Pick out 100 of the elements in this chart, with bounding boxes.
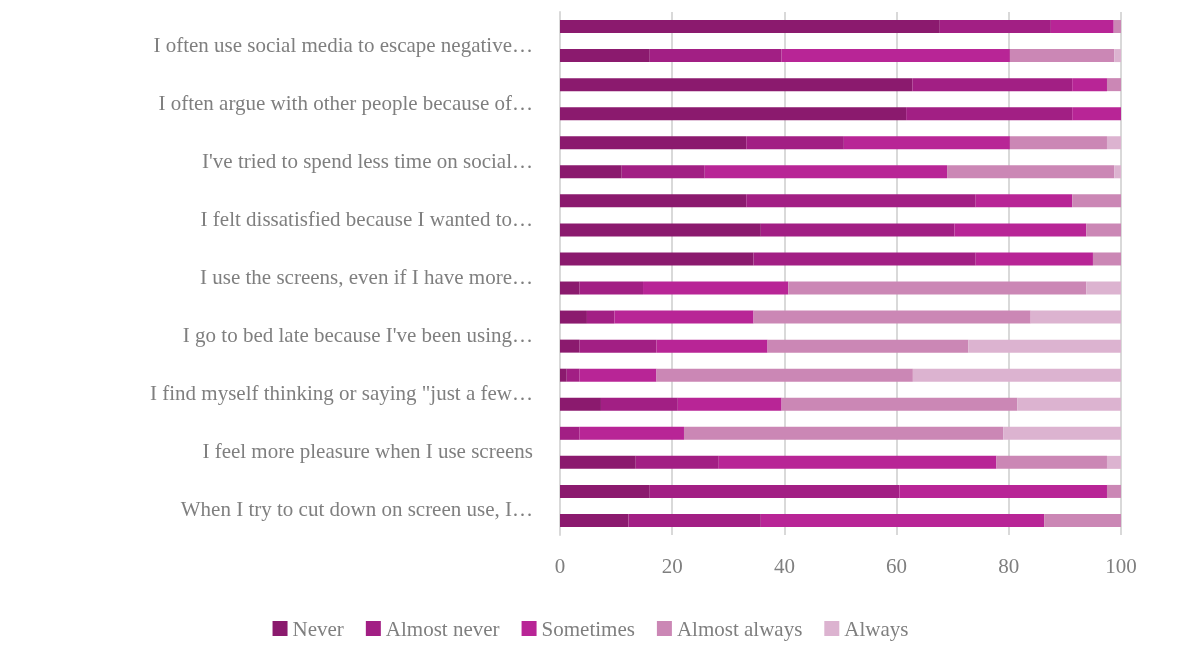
bar [760, 513, 1045, 527]
bar [628, 513, 761, 527]
bar [579, 281, 644, 295]
bar [1086, 223, 1121, 237]
bar [586, 310, 615, 324]
bar [939, 20, 1051, 34]
bar [781, 49, 1010, 63]
legend-label: Almost never [385, 616, 500, 641]
legend-label: Almost always [676, 616, 803, 641]
bar [975, 194, 1073, 208]
bar [560, 20, 940, 34]
bar [560, 252, 754, 266]
bar [560, 78, 913, 92]
bar [1030, 310, 1121, 324]
bar [899, 484, 1107, 498]
bar [1072, 107, 1121, 121]
bar [996, 455, 1107, 469]
x-tick-label: 60 [886, 553, 908, 578]
bar [649, 49, 782, 63]
legend-label: Never [292, 616, 344, 641]
bar [579, 426, 684, 440]
bar [843, 136, 1010, 150]
bar [560, 223, 761, 237]
bar [704, 165, 948, 179]
x-tick-label: 100 [1105, 553, 1137, 578]
x-tick-label: 80 [998, 553, 1020, 578]
bar [781, 397, 1018, 411]
bar [560, 513, 629, 527]
x-tick-label: 40 [773, 553, 795, 578]
y-tick-label: I go to bed late because I've been using… [182, 323, 533, 348]
bar [600, 397, 678, 411]
bar [1050, 20, 1114, 34]
legend-label: Sometimes [541, 616, 635, 641]
bar [1106, 78, 1121, 92]
bar [579, 339, 657, 353]
bar [947, 165, 1115, 179]
bar [912, 78, 1073, 92]
y-tick-label: I've tried to spend less time on social… [202, 148, 533, 173]
bar [912, 368, 1121, 382]
bar [560, 310, 587, 324]
bar [760, 223, 955, 237]
bar [560, 484, 650, 498]
y-tick-label: I felt dissatisfied because I wanted to… [200, 206, 533, 231]
bar [746, 136, 844, 150]
bar [560, 281, 580, 295]
bar [683, 426, 1004, 440]
bar [649, 484, 900, 498]
bar [1017, 397, 1121, 411]
legend-label: Always [844, 616, 909, 641]
bar [906, 107, 1073, 121]
bar [1086, 281, 1121, 295]
bar [767, 339, 969, 353]
bar [1044, 513, 1121, 527]
bar [1009, 49, 1115, 63]
bar [560, 368, 567, 382]
bar [753, 310, 1031, 324]
y-tick-label: When I try to cut down on screen use, I… [180, 497, 533, 522]
bar [1009, 136, 1107, 150]
bar [560, 49, 650, 63]
x-tick-label: 0 [554, 553, 566, 578]
bar [560, 194, 747, 208]
bar [1114, 49, 1121, 63]
bar [560, 455, 636, 469]
bar [718, 455, 997, 469]
bar [643, 281, 789, 295]
bar [560, 397, 601, 411]
bar [566, 368, 580, 382]
bar [579, 368, 657, 382]
bar [656, 339, 768, 353]
bar [1072, 194, 1121, 208]
bar [621, 165, 705, 179]
bar [635, 455, 719, 469]
bar [954, 223, 1087, 237]
bar [614, 310, 754, 324]
bar [1072, 78, 1107, 92]
y-tick-label: I find myself thinking or saying "just a few… [149, 381, 533, 406]
y-tick-label: I use the screens, even if I have more… [200, 265, 533, 290]
bar [1113, 20, 1121, 34]
y-tick-label: I often argue with other people because of… [158, 90, 533, 115]
bar [560, 165, 622, 179]
bar [1114, 165, 1121, 179]
bar [746, 194, 976, 208]
bar [788, 281, 1087, 295]
y-tick-label: I often use social media to escape negative… [153, 32, 533, 57]
bar [753, 252, 976, 266]
bar [656, 368, 913, 382]
bar [975, 252, 1093, 266]
bar [968, 339, 1121, 353]
bar [1003, 426, 1121, 440]
bar [1106, 455, 1121, 469]
bar [560, 426, 580, 440]
bar [1106, 484, 1121, 498]
x-tick-label: 20 [661, 553, 683, 578]
bar [560, 136, 747, 150]
bar [560, 107, 907, 121]
y-tick-label: I feel more pleasure when I use screens [202, 439, 533, 464]
bar [1106, 136, 1121, 150]
bar [677, 397, 782, 411]
bar [560, 339, 580, 353]
bar [1092, 252, 1121, 266]
